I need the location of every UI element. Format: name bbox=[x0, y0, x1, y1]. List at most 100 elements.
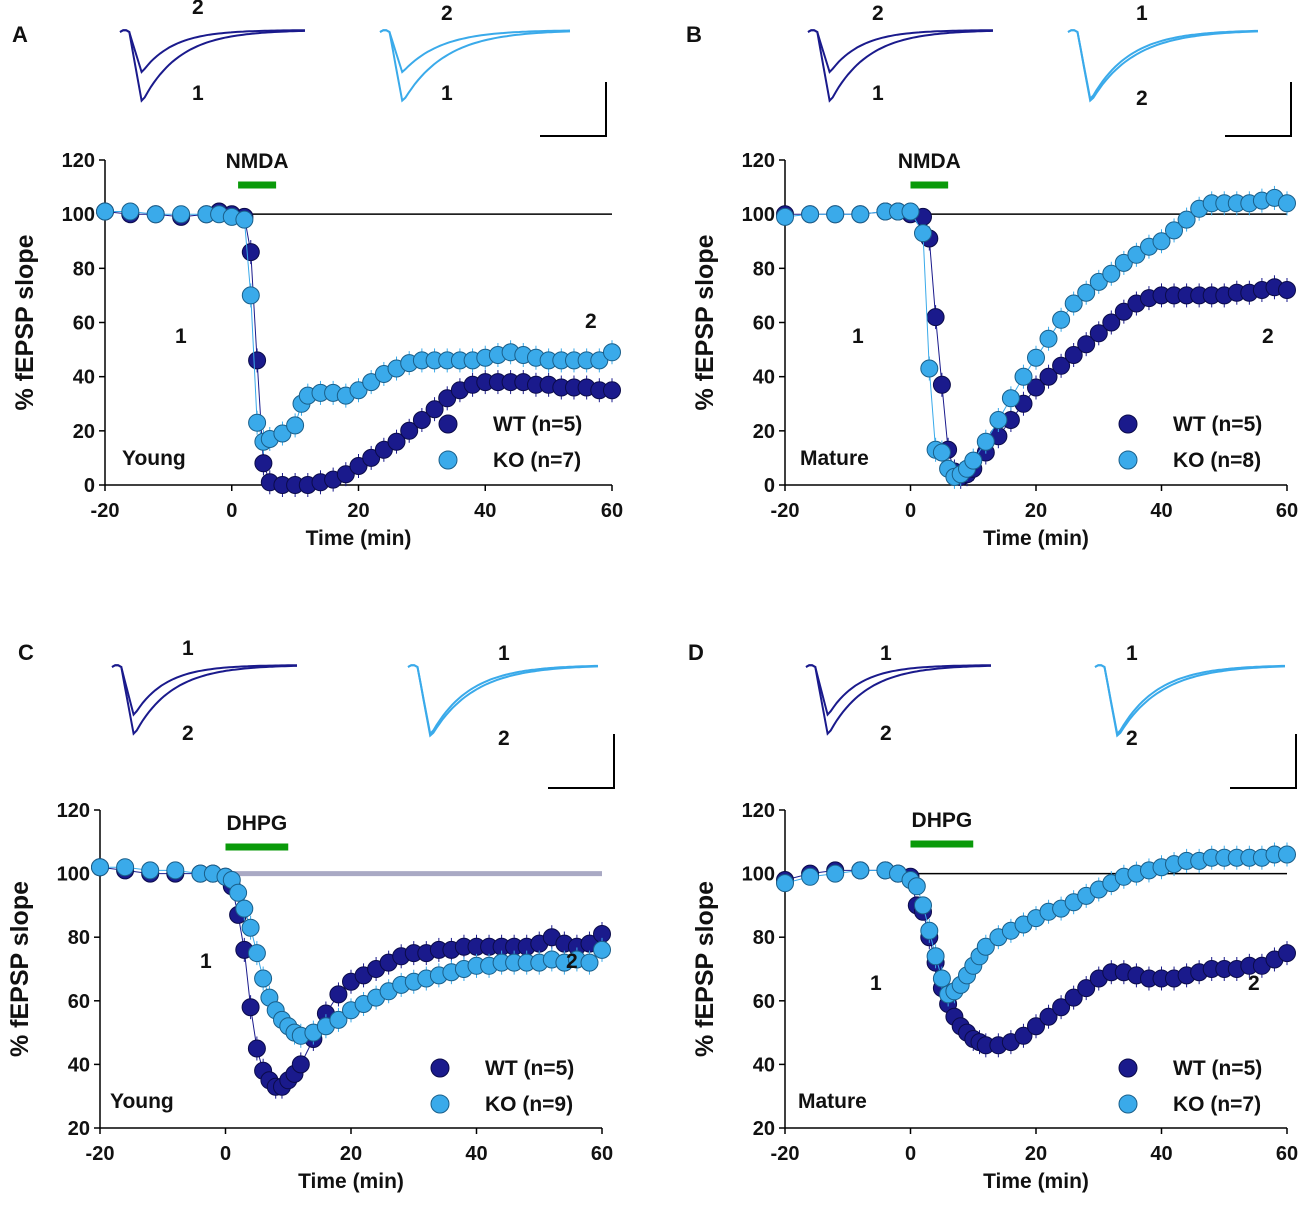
data-point-wt bbox=[400, 421, 419, 440]
data-point-wt bbox=[1027, 1017, 1045, 1036]
age-label: Mature bbox=[800, 447, 869, 470]
drug-label: NMDA bbox=[226, 150, 289, 173]
legend-marker-ko bbox=[1118, 450, 1138, 470]
y-tick-label: 40 bbox=[753, 367, 775, 389]
x-tick-label: 0 bbox=[226, 500, 237, 522]
data-point-wt bbox=[1064, 988, 1083, 1007]
ko-trace-group bbox=[1094, 664, 1286, 738]
y-tick-label: 100 bbox=[57, 864, 90, 886]
data-point-ko bbox=[96, 202, 114, 221]
ko-trace-group bbox=[379, 29, 571, 103]
data-point-ko bbox=[166, 861, 185, 880]
data-point-ko bbox=[1077, 283, 1096, 302]
y-tick-label: 100 bbox=[742, 204, 775, 226]
wt-trace-2 bbox=[111, 664, 297, 717]
legend: WT (n=5) KO (n=8) bbox=[1118, 413, 1262, 472]
y-tick-label: 60 bbox=[753, 991, 775, 1013]
data-point-wt bbox=[329, 985, 348, 1004]
y-tick-label: 80 bbox=[753, 258, 775, 280]
x-tick-label: 20 bbox=[347, 500, 369, 522]
marker-2: 2 bbox=[566, 950, 578, 973]
data-point-ko bbox=[1014, 367, 1033, 386]
data-point-ko bbox=[247, 944, 266, 963]
data-point-wt bbox=[374, 440, 393, 459]
data-point-ko bbox=[121, 202, 140, 221]
x-tick-label: 0 bbox=[220, 1143, 231, 1165]
data-point-ko bbox=[593, 940, 611, 959]
y-tick-label: 80 bbox=[753, 927, 775, 949]
wt-trace-group bbox=[111, 664, 297, 736]
y-tick-label: 0 bbox=[84, 475, 95, 497]
data-point-ko bbox=[229, 883, 248, 902]
data-point-ko bbox=[1001, 389, 1020, 408]
data-point-wt bbox=[926, 308, 945, 327]
data-point-wt bbox=[336, 465, 355, 484]
y-tick-label: 100 bbox=[62, 204, 95, 226]
y-tick-label: 20 bbox=[68, 1118, 90, 1140]
data-point-ko bbox=[580, 953, 599, 972]
series-ko bbox=[776, 185, 1296, 489]
data-point-ko bbox=[286, 416, 305, 435]
legend-label-ko: KO (n=9) bbox=[485, 1093, 573, 1116]
wt-trace-2 bbox=[805, 664, 991, 717]
data-point-ko bbox=[349, 381, 368, 400]
data-point-wt bbox=[1052, 356, 1071, 375]
data-point-wt bbox=[1114, 302, 1133, 321]
wt-trace-1 bbox=[807, 29, 994, 103]
y-tick-label: 60 bbox=[753, 313, 775, 335]
data-point-ko bbox=[851, 205, 870, 224]
y-tick-label: 0 bbox=[764, 475, 775, 497]
panel-C: C 1 2 1 2 20 40 60 80 100 120 -20 0 20 40 60 Time (min)%… bbox=[6, 637, 615, 1193]
data-point-ko bbox=[907, 877, 926, 896]
data-point-wt bbox=[254, 454, 273, 473]
trace-label-ko-2: 2 bbox=[1136, 87, 1148, 110]
x-tick-label: -20 bbox=[86, 1143, 115, 1165]
data-point-wt bbox=[362, 448, 381, 467]
data-point-ko bbox=[362, 373, 381, 392]
marker-1: 1 bbox=[852, 325, 864, 348]
data-point-ko bbox=[914, 896, 932, 915]
data-point-wt bbox=[241, 243, 260, 262]
data-point-wt bbox=[1278, 281, 1296, 299]
data-point-wt bbox=[1278, 944, 1296, 963]
series-ko bbox=[96, 202, 621, 454]
legend-label-ko: KO (n=7) bbox=[1173, 1093, 1261, 1116]
scale-bar bbox=[1225, 82, 1292, 137]
legend-marker-ko bbox=[438, 450, 458, 470]
drug-label: NMDA bbox=[898, 150, 961, 173]
wt-trace-2 bbox=[119, 29, 305, 74]
legend: WT (n=5) KO (n=7) bbox=[438, 413, 582, 472]
legend: WT (n=5) KO (n=7) bbox=[1118, 1057, 1262, 1116]
age-label: Young bbox=[122, 447, 186, 470]
data-point-ko bbox=[989, 411, 1008, 429]
trace-label-wt-1: 1 bbox=[182, 637, 194, 660]
panel-letter: B bbox=[686, 22, 702, 47]
data-point-ko bbox=[235, 899, 254, 918]
data-point-wt bbox=[425, 400, 444, 419]
legend-label-ko: KO (n=8) bbox=[1173, 449, 1261, 472]
trace-label-wt-2: 2 bbox=[872, 2, 884, 25]
x-axis-label: Time (min) bbox=[298, 1170, 404, 1193]
ko-trace-1 bbox=[379, 29, 571, 103]
legend-marker-wt bbox=[430, 1058, 450, 1078]
y-tick-label: 120 bbox=[742, 800, 775, 822]
y-tick-label: 40 bbox=[753, 1054, 775, 1076]
x-tick-label: 20 bbox=[1025, 500, 1047, 522]
x-tick-label: 60 bbox=[1276, 500, 1298, 522]
data-point-ko bbox=[1089, 272, 1108, 291]
x-axis-label: Time (min) bbox=[983, 527, 1089, 550]
x-tick-label: 40 bbox=[1150, 500, 1172, 522]
data-point-ko bbox=[241, 918, 260, 937]
wt-trace-2 bbox=[807, 29, 993, 74]
legend-label-wt: WT (n=5) bbox=[493, 413, 582, 436]
data-point-ko bbox=[914, 224, 932, 243]
x-tick-label: 0 bbox=[905, 500, 916, 522]
data-point-ko bbox=[91, 858, 109, 877]
y-tick-label: 60 bbox=[68, 991, 90, 1013]
data-point-ko bbox=[801, 867, 820, 886]
trace-label-ko-1: 1 bbox=[441, 82, 453, 105]
marker-2: 2 bbox=[1248, 972, 1260, 995]
data-point-ko bbox=[590, 351, 609, 370]
data-point-ko bbox=[1278, 194, 1296, 213]
data-point-ko bbox=[1039, 329, 1058, 348]
